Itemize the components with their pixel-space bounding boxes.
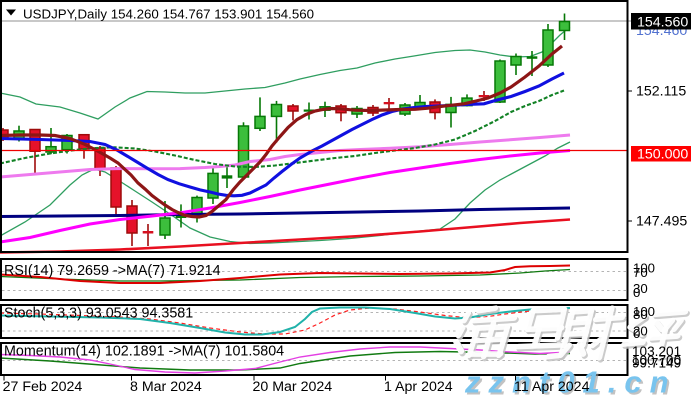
svg-text:70: 70	[633, 265, 648, 280]
svg-text:1 Apr 2024: 1 Apr 2024	[384, 379, 453, 395]
svg-text:Momentum(14) 102.1891 ->MA(7): Momentum(14) 102.1891 ->MA(7) 101.5804	[4, 344, 284, 360]
svg-text:30: 30	[633, 281, 648, 296]
svg-text:20 Mar 2024: 20 Mar 2024	[253, 379, 333, 395]
svg-text:zznt01.cn: zznt01.cn	[464, 365, 677, 400]
svg-text:150.000: 150.000	[637, 147, 688, 163]
svg-text:USDJPY,Daily 154.260 154.767: USDJPY,Daily 154.260 154.767 153.901 154…	[23, 7, 314, 22]
svg-text:80: 80	[633, 307, 648, 322]
svg-text:zznt01.cn: zznt01.cn	[466, 367, 679, 400]
svg-text:8 Mar 2024: 8 Mar 2024	[130, 379, 202, 395]
svg-text:100: 100	[633, 304, 655, 319]
svg-text:Stoch(5,3,3) 93.0543 94.3581: Stoch(5,3,3) 93.0543 94.3581	[4, 306, 193, 322]
svg-text:100: 100	[633, 261, 655, 276]
svg-text:147.495: 147.495	[636, 214, 687, 230]
svg-text:100.700: 100.700	[632, 353, 682, 368]
svg-text:20: 20	[633, 324, 648, 339]
svg-text:RSI(14) 79.2659 ->MA(7) 71.92: RSI(14) 79.2659 ->MA(7) 71.9214	[4, 263, 221, 279]
svg-text:0: 0	[633, 326, 640, 341]
svg-text:103.201: 103.201	[632, 344, 681, 359]
svg-text:0: 0	[633, 285, 640, 300]
svg-text:152.115: 152.115	[636, 84, 686, 100]
svg-text:154.560: 154.560	[637, 15, 688, 31]
svg-text:99.7149: 99.7149	[632, 356, 681, 371]
svg-text:27 Feb 2024: 27 Feb 2024	[3, 379, 83, 395]
svg-text:11 Apr 2024: 11 Apr 2024	[514, 379, 590, 395]
